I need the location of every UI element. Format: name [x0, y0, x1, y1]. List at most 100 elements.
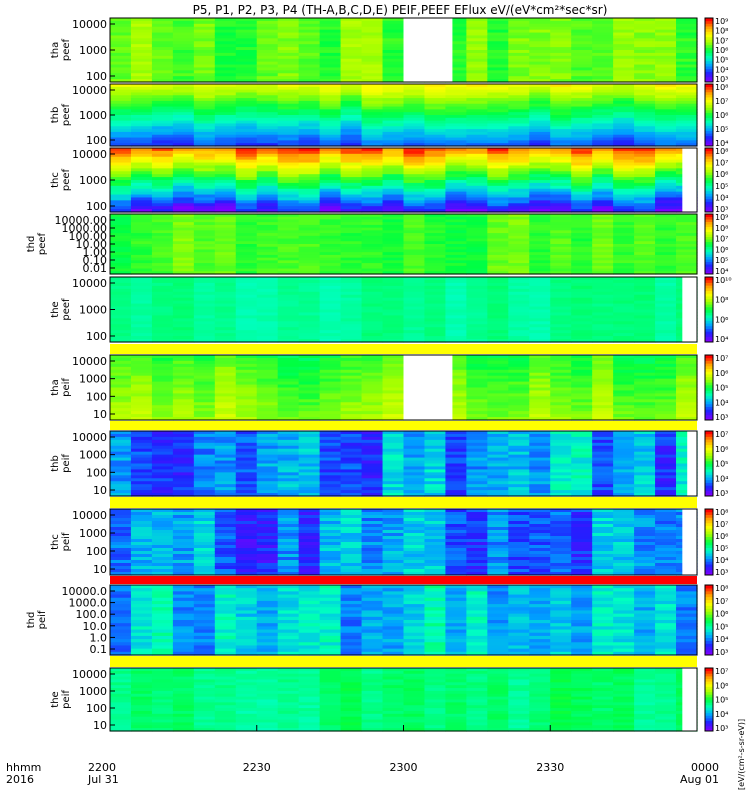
- colorbar-step: [705, 466, 713, 470]
- data-gap: [403, 18, 453, 82]
- spectrogram-cell: [319, 254, 342, 259]
- spectrogram-cell: [571, 387, 593, 392]
- spectrogram-cell: [550, 333, 572, 337]
- spectrogram-cell: [508, 20, 530, 25]
- spectrogram-cell: [256, 241, 279, 245]
- colorbar-step: [705, 31, 713, 35]
- spectrogram-cell: [571, 463, 593, 468]
- spectrogram-cell: [193, 372, 216, 377]
- spectrogram-cell: [445, 70, 467, 74]
- spectrogram-cell: [340, 98, 363, 102]
- spectrogram-cell: [319, 402, 342, 406]
- spectrogram-cell: [110, 230, 132, 234]
- spectrogram-cell: [424, 263, 447, 267]
- spectrogram-cell: [613, 162, 635, 167]
- spectrogram-cell: [193, 180, 216, 184]
- spectrogram-cell: [361, 445, 384, 450]
- spectrogram-cell: [151, 79, 174, 83]
- spectrogram-cell: [130, 84, 153, 88]
- spectrogram-cell: [487, 445, 509, 450]
- spectrogram-cell: [424, 533, 447, 537]
- spectrogram-cell: [382, 466, 405, 470]
- spectrogram-cell: [529, 333, 551, 337]
- spectrogram-cell: [214, 126, 237, 130]
- spectrogram-cell: [256, 375, 279, 380]
- spectrogram-cell: [277, 315, 300, 319]
- colorbar-step: [705, 221, 713, 225]
- spectrogram-cell: [445, 29, 467, 34]
- spectrogram-cell: [487, 460, 509, 465]
- spectrogram-cell: [298, 484, 321, 488]
- spectrogram-cell: [319, 106, 342, 110]
- spectrogram-cell: [655, 137, 677, 141]
- spectrogram-cell: [214, 542, 237, 546]
- spectrogram-cell: [445, 257, 467, 261]
- spectrogram-cell: [110, 109, 132, 113]
- spectrogram-cell: [361, 327, 384, 331]
- spectrogram-cell: [655, 180, 677, 184]
- spectrogram-cell: [214, 285, 237, 290]
- spectrogram-cell: [193, 355, 216, 359]
- spectrogram-cell: [487, 357, 509, 362]
- spectrogram-cell: [571, 381, 593, 386]
- spectrogram-cell: [550, 41, 572, 45]
- spectrogram-cell: [130, 20, 153, 25]
- spectrogram-cell: [361, 484, 384, 488]
- spectrogram-cell: [382, 405, 405, 409]
- spectrogram-cell: [445, 120, 467, 125]
- spectrogram-cell: [508, 333, 530, 337]
- spectrogram-cell: [361, 67, 384, 71]
- spectrogram-cell: [340, 539, 363, 543]
- spectrogram-cell: [319, 433, 342, 438]
- spectrogram-cell: [529, 227, 551, 231]
- spectrogram-cell: [298, 50, 321, 54]
- spectrogram-cell: [487, 159, 509, 164]
- spectrogram-cell: [361, 309, 384, 314]
- spectrogram-cell: [655, 387, 677, 392]
- spectrogram-cell: [634, 115, 656, 119]
- spectrogram-cell: [130, 363, 153, 368]
- spectrogram-cell: [487, 233, 509, 237]
- spectrogram-cell: [529, 171, 551, 175]
- spectrogram-cell: [214, 233, 237, 237]
- spectrogram-cell: [403, 224, 426, 229]
- spectrogram-cell: [424, 336, 447, 340]
- spectrogram-cell: [172, 84, 195, 88]
- spectrogram-cell: [214, 171, 237, 175]
- spectrogram-cell: [110, 414, 132, 418]
- spectrogram-cell: [193, 20, 216, 25]
- spectrogram-cell: [340, 230, 363, 234]
- spectrogram-cell: [193, 32, 216, 37]
- spectrogram-cell: [634, 297, 656, 302]
- spectrogram-cell: [110, 112, 132, 116]
- spectrogram-cell: [256, 478, 279, 482]
- spectrogram-cell: [529, 417, 551, 421]
- spectrogram-cell: [298, 442, 321, 447]
- spectrogram-cell: [298, 70, 321, 74]
- spectrogram-cell: [172, 493, 195, 497]
- spectrogram-cell: [655, 466, 677, 470]
- spectrogram-cell: [110, 484, 132, 488]
- spectrogram-cell: [319, 324, 342, 328]
- spectrogram-cell: [634, 241, 656, 245]
- y-tick-label: 10000: [72, 431, 107, 444]
- spectrogram-cell: [340, 484, 363, 488]
- spectrogram-cell: [340, 390, 363, 394]
- spectrogram-cell: [655, 64, 677, 69]
- spectrogram-cell: [487, 55, 509, 60]
- spectrogram-cell: [466, 417, 488, 421]
- spectrogram-cell: [676, 436, 698, 441]
- spectrogram-cell: [466, 249, 488, 253]
- spectrogram-cell: [550, 324, 572, 328]
- spectrogram-cell: [655, 117, 677, 122]
- spectrogram-cell: [655, 336, 677, 340]
- spectrogram-cell: [256, 238, 279, 242]
- spectrogram-cell: [466, 387, 488, 392]
- spectrogram-cell: [340, 324, 363, 328]
- spectrogram-cell: [193, 339, 216, 343]
- spectrogram-cell: [235, 548, 258, 552]
- spectrogram-cell: [550, 463, 572, 468]
- spectrogram-cell: [571, 288, 593, 293]
- spectrogram-cell: [151, 330, 174, 334]
- spectrogram-cell: [130, 378, 153, 383]
